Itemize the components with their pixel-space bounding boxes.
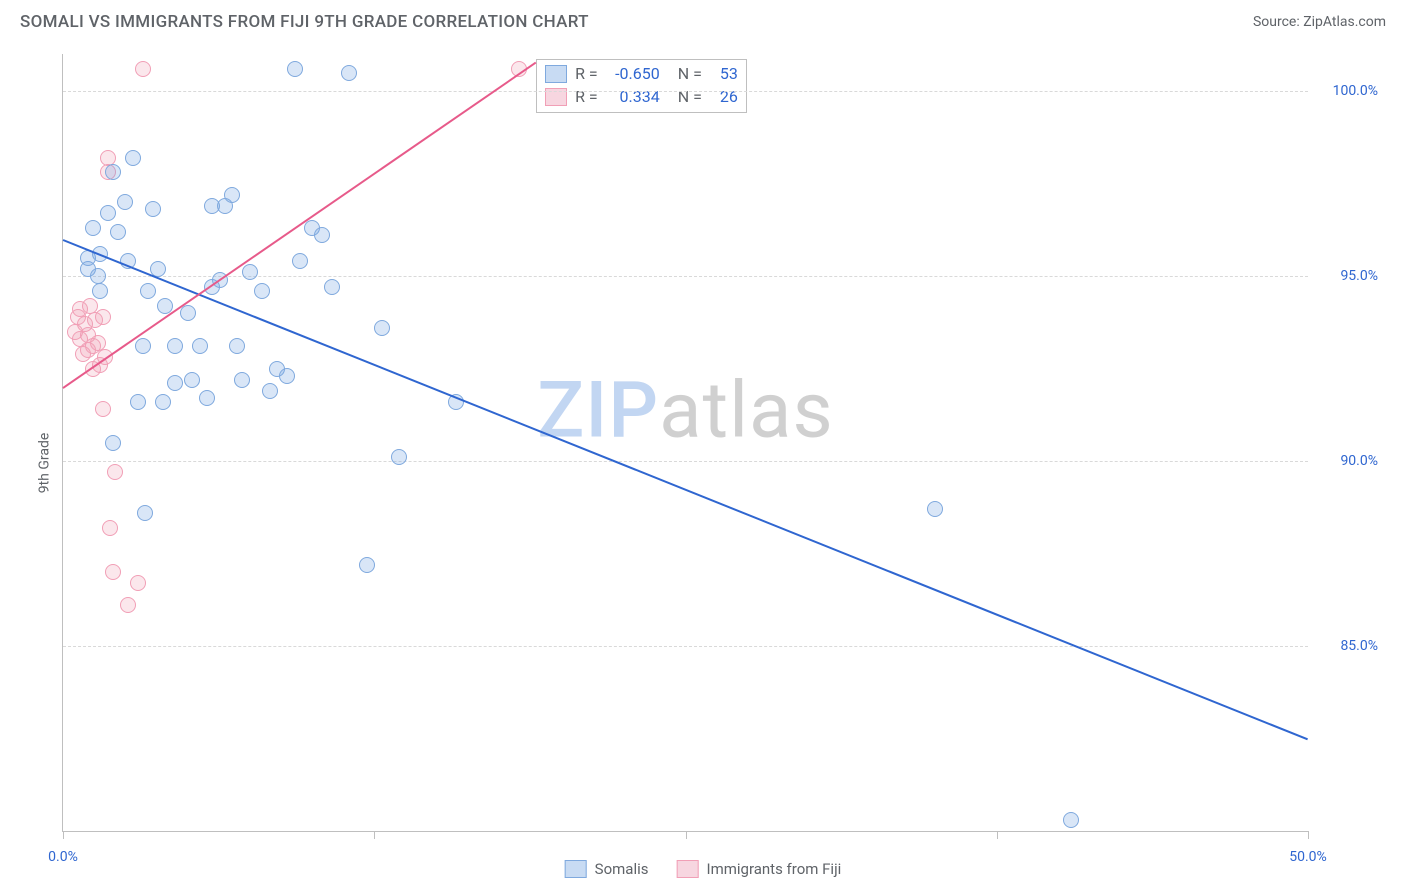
data-point xyxy=(314,227,330,243)
data-point xyxy=(254,283,270,299)
data-point xyxy=(287,61,303,77)
stat-n-value: 53 xyxy=(710,64,738,83)
data-point xyxy=(100,205,116,221)
swatch-blue-icon xyxy=(565,860,587,878)
stat-row: R = -0.650 N = 53 xyxy=(545,62,738,85)
x-tick-label: 0.0% xyxy=(48,849,78,865)
gridline-h xyxy=(63,91,1308,92)
data-point xyxy=(95,309,111,325)
data-point xyxy=(279,368,295,384)
data-point xyxy=(192,338,208,354)
data-point xyxy=(374,320,390,336)
swatch-pink-icon xyxy=(676,860,698,878)
data-point xyxy=(95,401,111,417)
data-point xyxy=(167,338,183,354)
x-tick xyxy=(63,831,64,839)
data-point xyxy=(199,390,215,406)
header: SOMALI VS IMMIGRANTS FROM FIJI 9TH GRADE… xyxy=(0,0,1406,40)
data-point xyxy=(130,394,146,410)
watermark-part2: atlas xyxy=(659,366,834,457)
legend-item: Immigrants from Fiji xyxy=(676,860,841,878)
data-point xyxy=(242,264,258,280)
stat-label: N = xyxy=(678,64,702,83)
data-point xyxy=(92,283,108,299)
x-tick-label: 50.0% xyxy=(1289,849,1327,865)
data-point xyxy=(105,564,121,580)
watermark-part1: ZIP xyxy=(537,366,659,457)
data-point xyxy=(184,372,200,388)
data-point xyxy=(107,464,123,480)
data-point xyxy=(135,61,151,77)
scatter-plot: ZIPatlas R =-0.650N =53R =0.334N =26 85.… xyxy=(62,54,1308,832)
data-point xyxy=(391,449,407,465)
x-tick xyxy=(997,831,998,839)
data-point xyxy=(105,435,121,451)
gridline-h xyxy=(63,461,1308,462)
x-tick xyxy=(374,831,375,839)
data-point xyxy=(234,372,250,388)
chart-container: 9th Grade ZIPatlas R = -0.650 N = 53 R =0.33… xyxy=(20,46,1386,880)
gridline-h xyxy=(63,646,1308,647)
data-point xyxy=(927,501,943,517)
data-point xyxy=(262,383,278,399)
data-point xyxy=(359,557,375,573)
data-point xyxy=(117,194,133,210)
trend-line xyxy=(62,62,536,389)
y-axis-label: 9th Grade xyxy=(36,433,52,494)
y-tick-label: 90.0% xyxy=(1340,453,1378,469)
watermark: ZIPatlas xyxy=(537,366,834,457)
y-tick-label: 100.0% xyxy=(1333,83,1378,99)
data-point xyxy=(224,187,240,203)
data-point xyxy=(100,150,116,166)
data-point xyxy=(125,150,141,166)
data-point xyxy=(85,220,101,236)
legend-item: Somalis xyxy=(565,860,649,878)
stat-row: R =0.334N =26 xyxy=(545,85,738,108)
x-tick xyxy=(686,831,687,839)
y-tick-label: 95.0% xyxy=(1340,268,1378,284)
data-point xyxy=(145,201,161,217)
data-point xyxy=(110,224,126,240)
data-point xyxy=(130,575,146,591)
y-tick-label: 85.0% xyxy=(1340,638,1378,654)
data-point xyxy=(135,338,151,354)
correlation-stats-box: R = -0.650 N = 53 R =0.334N =26 xyxy=(536,59,747,113)
data-point xyxy=(229,338,245,354)
data-point xyxy=(105,164,121,180)
data-point xyxy=(324,279,340,295)
legend: Somalis Immigrants from Fiji xyxy=(565,860,842,878)
legend-label: Somalis xyxy=(595,860,649,878)
data-point xyxy=(120,597,136,613)
swatch-blue-icon xyxy=(545,65,567,83)
data-point xyxy=(140,283,156,299)
data-point xyxy=(155,394,171,410)
data-point xyxy=(102,520,118,536)
data-point xyxy=(1063,812,1079,828)
data-point xyxy=(167,375,183,391)
stat-r-value: -0.650 xyxy=(606,64,660,83)
data-point xyxy=(90,335,106,351)
legend-label: Immigrants from Fiji xyxy=(706,860,841,878)
trend-line xyxy=(63,239,1309,741)
data-point xyxy=(90,268,106,284)
stat-label: R = xyxy=(575,64,598,83)
data-point xyxy=(341,65,357,81)
data-point xyxy=(137,505,153,521)
source-label: Source: ZipAtlas.com xyxy=(1253,14,1386,30)
x-tick xyxy=(1308,831,1309,839)
data-point xyxy=(292,253,308,269)
page-title: SOMALI VS IMMIGRANTS FROM FIJI 9TH GRADE… xyxy=(20,12,589,32)
